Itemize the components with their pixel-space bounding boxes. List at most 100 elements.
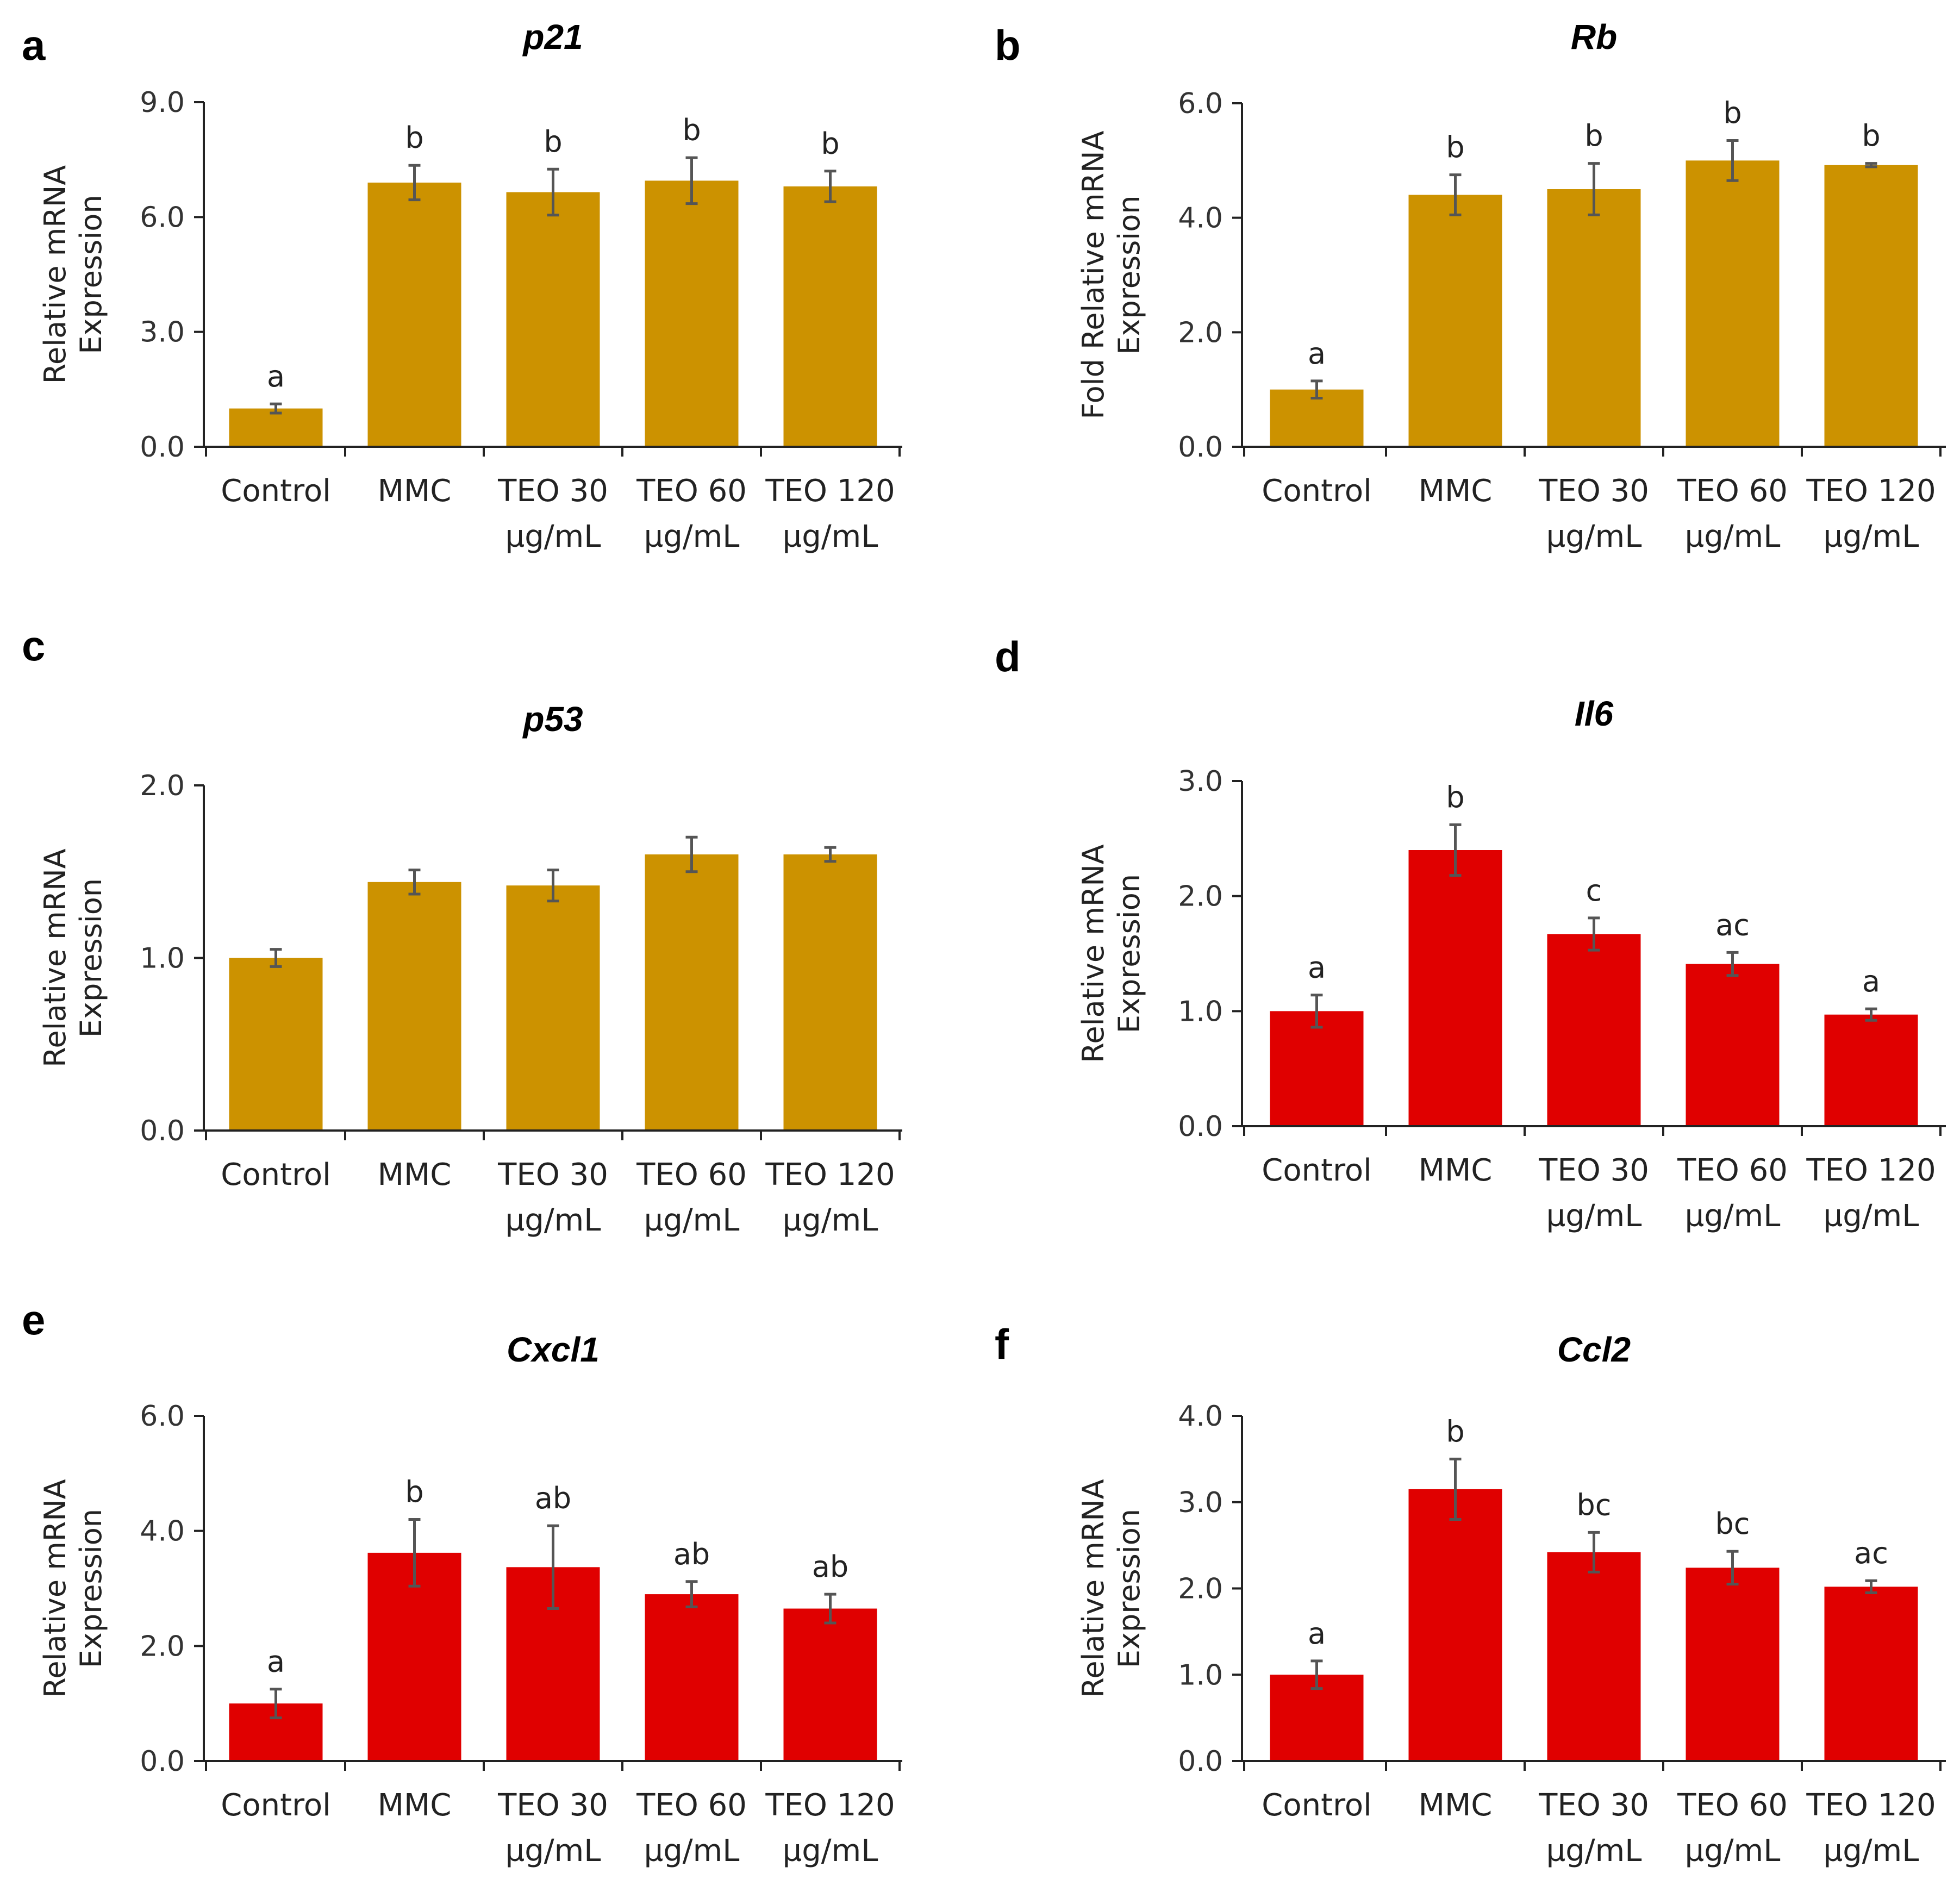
chart-title: Il6 — [1575, 694, 1614, 733]
significance-label: b — [682, 113, 701, 147]
bar — [1686, 160, 1780, 447]
bar — [506, 885, 600, 1131]
category-label-line: µg/mL — [1685, 519, 1781, 554]
y-axis-label-line: Expression — [74, 878, 108, 1038]
category-label-line: µg/mL — [1824, 1198, 1919, 1234]
category-label: Control — [221, 1157, 330, 1192]
category-label-line: MMC — [378, 1788, 452, 1823]
category-label-line: TEO 60 — [1677, 473, 1788, 509]
category-label-line: MMC — [1419, 1153, 1493, 1188]
category-label: MMC — [1419, 473, 1493, 509]
panel-d: d Il6 Relative mRNAExpression a Control b MMC c… — [995, 633, 1946, 1234]
significance-label: ac — [1715, 908, 1750, 942]
significance-label: ab — [673, 1537, 710, 1571]
panel-letter: c — [22, 622, 45, 670]
y-tick-label: 0.0 — [140, 431, 185, 464]
category-label: MMC — [378, 1157, 452, 1192]
category-label-line: µg/mL — [783, 1833, 878, 1869]
y-axis-label-line: Relative mRNA — [38, 848, 72, 1067]
category-label-line: TEO 120 — [1806, 473, 1936, 509]
category-label-line: Control — [1262, 473, 1371, 509]
bar — [229, 958, 323, 1131]
category-label-line: MMC — [378, 1157, 452, 1192]
y-tick-label: 2.0 — [1178, 881, 1223, 913]
significance-label: a — [1308, 336, 1326, 371]
significance-label: b — [821, 127, 839, 161]
bar — [506, 192, 600, 447]
category-label-line: µg/mL — [1824, 1833, 1919, 1869]
panel-b: b Rb Fold Relative mRNAExpression a Control b… — [995, 17, 1946, 554]
bar — [645, 180, 739, 447]
category-label-line: TEO 60 — [1677, 1788, 1788, 1823]
significance-label: a — [1308, 951, 1326, 985]
y-tick-label: 2.0 — [140, 1630, 185, 1663]
panel-letter: d — [995, 633, 1021, 680]
y-axis-label-line: Relative mRNA — [1076, 1479, 1110, 1697]
y-axis-label-line: Expression — [1112, 195, 1146, 354]
significance-label: a — [1862, 964, 1880, 998]
category-label: MMC — [1419, 1153, 1493, 1188]
category-label-line: µg/mL — [1546, 1198, 1642, 1234]
category-label-line: µg/mL — [1546, 1833, 1642, 1869]
y-tick-label: 2.0 — [1178, 1573, 1223, 1606]
y-axis-label: Relative mRNAExpression — [1076, 844, 1146, 1063]
category-label-line: TEO 60 — [636, 1788, 747, 1823]
significance-label: a — [1308, 1616, 1326, 1651]
bar — [783, 854, 877, 1131]
category-label-line: TEO 30 — [497, 1788, 608, 1823]
significance-label: b — [405, 121, 423, 155]
category-label: Control — [1262, 1788, 1371, 1823]
significance-label: ab — [535, 1481, 571, 1515]
significance-label: b — [544, 124, 562, 159]
bar — [783, 1608, 877, 1761]
y-axis-label: Relative mRNAExpression — [38, 1479, 108, 1697]
category-label-line: Control — [221, 1157, 330, 1192]
category-label: TEO 60 µg/mL — [1677, 473, 1788, 554]
category-label: TEO 120 µg/mL — [1806, 1788, 1936, 1869]
y-tick-label: 0.0 — [140, 1115, 185, 1147]
bar — [1686, 1568, 1780, 1761]
y-tick-label: 1.0 — [1178, 995, 1223, 1028]
category-label-line: µg/mL — [644, 1203, 740, 1238]
category-label-line: µg/mL — [644, 519, 740, 554]
category-label-line: TEO 120 — [765, 1157, 895, 1192]
significance-label: b — [1862, 119, 1880, 153]
category-label-line: MMC — [378, 473, 452, 509]
category-label-line: µg/mL — [783, 1203, 878, 1238]
y-axis-label-line: Expression — [74, 195, 108, 354]
significance-label: b — [1446, 1414, 1464, 1448]
y-axis-label-line: Relative mRNA — [38, 1479, 72, 1697]
y-axis-label: Relative mRNAExpression — [1076, 1479, 1146, 1697]
panel-letter: e — [22, 1296, 45, 1344]
bar — [1824, 1587, 1918, 1761]
y-axis-label-line: Relative mRNA — [38, 165, 72, 384]
y-tick-label: 0.0 — [1178, 1745, 1223, 1778]
y-tick-label: 1.0 — [1178, 1659, 1223, 1691]
significance-label: b — [1723, 96, 1741, 130]
y-axis-label-line: Expression — [74, 1509, 108, 1668]
y-tick-label: 0.0 — [1178, 1110, 1223, 1143]
category-label-line: µg/mL — [783, 519, 878, 554]
significance-label: b — [405, 1475, 423, 1509]
y-tick-label: 2.0 — [1178, 316, 1223, 349]
y-tick-label: 6.0 — [140, 1400, 185, 1433]
panel-e: e Cxcl1 Relative mRNAExpression a Control b MM… — [22, 1296, 902, 1869]
category-label: TEO 30 µg/mL — [1538, 473, 1649, 554]
category-label: TEO 60 µg/mL — [636, 1788, 747, 1869]
panel-a: a p21 Relative mRNAExpression a Control b MMC b… — [22, 17, 902, 554]
significance-label: ac — [1854, 1536, 1888, 1570]
y-axis-label: Relative mRNAExpression — [38, 165, 108, 384]
significance-label: bc — [1577, 1488, 1612, 1522]
category-label: TEO 30 µg/mL — [1538, 1153, 1649, 1234]
category-label-line: TEO 30 — [497, 473, 608, 509]
chart-title: p21 — [522, 17, 583, 57]
category-label-line: MMC — [1419, 1788, 1493, 1823]
category-label: Control — [221, 473, 330, 509]
y-tick-label: 2.0 — [140, 770, 185, 802]
chart-title: p53 — [522, 700, 583, 739]
category-label-line: TEO 60 — [636, 473, 747, 509]
y-tick-label: 0.0 — [140, 1745, 185, 1778]
y-tick-label: 3.0 — [140, 316, 185, 349]
chart-title: Ccl2 — [1557, 1330, 1631, 1369]
y-axis-label-line: Fold Relative mRNA — [1076, 130, 1110, 419]
